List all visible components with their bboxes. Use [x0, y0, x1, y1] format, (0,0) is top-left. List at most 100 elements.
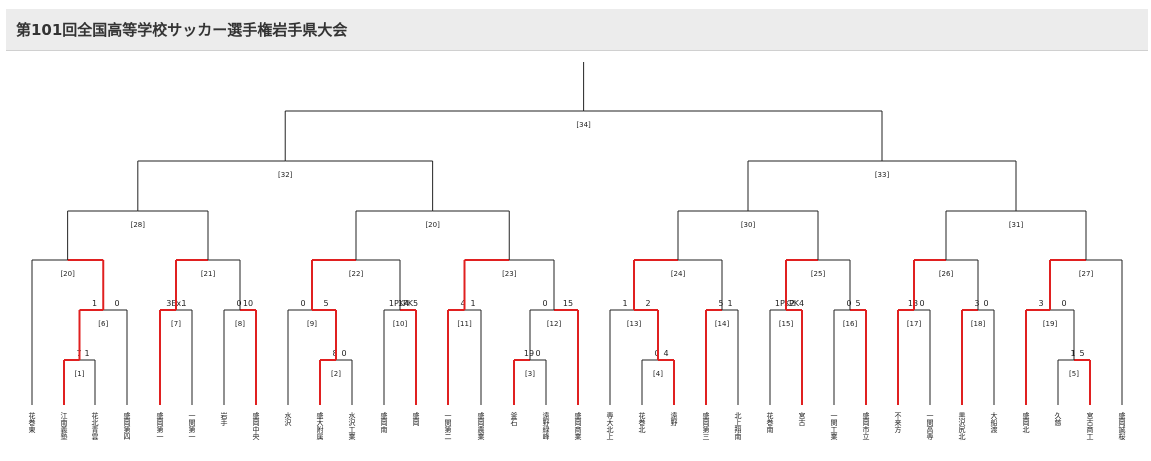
team-name: 盛岡誠桜	[1118, 411, 1126, 441]
match-label: [25]	[811, 270, 826, 278]
score-right: 1PK5	[398, 299, 418, 308]
score-right: 0	[535, 349, 540, 358]
match-label: [31]	[1009, 221, 1024, 229]
score-right: 5	[323, 299, 328, 308]
match-label: [14]	[715, 320, 730, 328]
score-left: 0	[236, 299, 241, 308]
team-name: 遠野緑峰	[542, 411, 550, 440]
match-label: [15]	[779, 320, 794, 328]
score-left: 0	[846, 299, 851, 308]
team-name: 一関高専	[926, 412, 934, 440]
score-right: 1	[181, 299, 186, 308]
score-right: 0	[919, 299, 924, 308]
match-label: [32]	[278, 171, 293, 179]
score-left: 3	[974, 299, 979, 308]
team-name: 盛岡第一	[156, 411, 164, 440]
team-name: 花巻北	[638, 411, 646, 434]
score-right: 1	[470, 299, 475, 308]
team-name: 北上翔南	[734, 412, 742, 440]
team-name: 黒沢尻北	[958, 412, 966, 441]
match-label: [17]	[907, 320, 922, 328]
score-left: 0	[542, 299, 547, 308]
match-label: [23]	[502, 270, 517, 278]
team-name: 盛岡北	[1022, 411, 1030, 434]
match-label: [11]	[457, 320, 472, 328]
match-label: [16]	[843, 320, 858, 328]
match-label: [22]	[349, 270, 364, 278]
match-label: [7]	[171, 320, 181, 328]
match-label: [30]	[741, 221, 756, 229]
score-right: 1	[727, 299, 732, 308]
match-label: [28]	[131, 221, 146, 229]
match-label: [13]	[627, 320, 642, 328]
score-left: 4	[460, 299, 465, 308]
match-label: [27]	[1079, 270, 1094, 278]
match-label: [10]	[393, 320, 408, 328]
team-name: 一関第二	[444, 412, 452, 440]
team-name: 盛岡商業	[574, 411, 582, 441]
match-label: [34]	[576, 121, 591, 129]
score-right: 0	[1061, 299, 1066, 308]
match-label: [26]	[939, 270, 954, 278]
match-label: [33]	[875, 171, 890, 179]
team-name: 盛岡第三	[702, 411, 710, 440]
score-left: 5	[718, 299, 723, 308]
match-label: [20]	[425, 221, 440, 229]
score-right: 5	[855, 299, 860, 308]
match-label: [18]	[971, 320, 986, 328]
score-left: 1PK4	[389, 299, 409, 308]
team-name: 水沢工業	[348, 411, 356, 441]
team-name: 宮古商工	[1086, 411, 1094, 440]
team-name: 盛岡農業	[477, 411, 485, 441]
score-right: 15	[563, 299, 573, 308]
score-right: 1	[84, 349, 89, 358]
team-name: 専大北上	[606, 411, 614, 440]
team-name: 盛大附属	[316, 411, 324, 441]
team-name: 久慈	[1054, 411, 1062, 426]
team-name: 盛岡	[412, 411, 420, 427]
team-name: 遠野	[670, 411, 678, 426]
team-name: 不来方	[894, 412, 902, 434]
score-right: 5	[1079, 349, 1084, 358]
team-name: 盛岡第四	[123, 411, 131, 441]
match-label: [6]	[98, 320, 108, 328]
team-name: 宮古	[798, 411, 806, 427]
title-bar: 第101回全国高等学校サッカー選手権岩手県大会	[6, 9, 1148, 51]
match-label: [1]	[75, 370, 85, 378]
match-label: [19]	[1043, 320, 1058, 328]
match-label: [21]	[201, 270, 216, 278]
team-name: 花巻東	[28, 411, 36, 434]
score-right: 0	[341, 349, 346, 358]
match-label: [5]	[1069, 370, 1079, 378]
score-left: 1	[92, 299, 97, 308]
team-name: 盛岡市立	[862, 411, 870, 440]
team-name: 花巻南	[766, 411, 774, 433]
score-right: 0	[114, 299, 119, 308]
match-label: [4]	[653, 370, 663, 378]
score-right: 1PK4	[784, 299, 804, 308]
team-name: 盛岡中央	[252, 411, 260, 441]
team-name: 一関工業	[830, 412, 838, 441]
score-right: 4	[663, 349, 668, 358]
score-right: 0	[983, 299, 988, 308]
team-name: 一関第一	[188, 412, 196, 440]
team-name: 釜石	[510, 411, 518, 427]
score-right: 10	[243, 299, 253, 308]
score-left: 19	[524, 349, 534, 358]
team-name: 江南義塾	[60, 412, 68, 440]
score-left: 1	[622, 299, 627, 308]
page-title: 第101回全国高等学校サッカー選手権岩手県大会	[16, 21, 348, 39]
team-name: 水沢	[284, 411, 292, 427]
score-right: 2	[645, 299, 650, 308]
score-left: 0	[300, 299, 305, 308]
team-name: 盛岡南	[380, 411, 388, 433]
team-name: 花北青雲	[91, 411, 99, 441]
team-name: 大船渡	[990, 411, 998, 434]
match-label: [9]	[307, 320, 317, 328]
score-left: 1	[1070, 349, 1075, 358]
match-label: [12]	[547, 320, 562, 328]
match-label: [3]	[525, 370, 535, 378]
match-label: [2]	[331, 370, 341, 378]
score-left: 3	[1038, 299, 1043, 308]
